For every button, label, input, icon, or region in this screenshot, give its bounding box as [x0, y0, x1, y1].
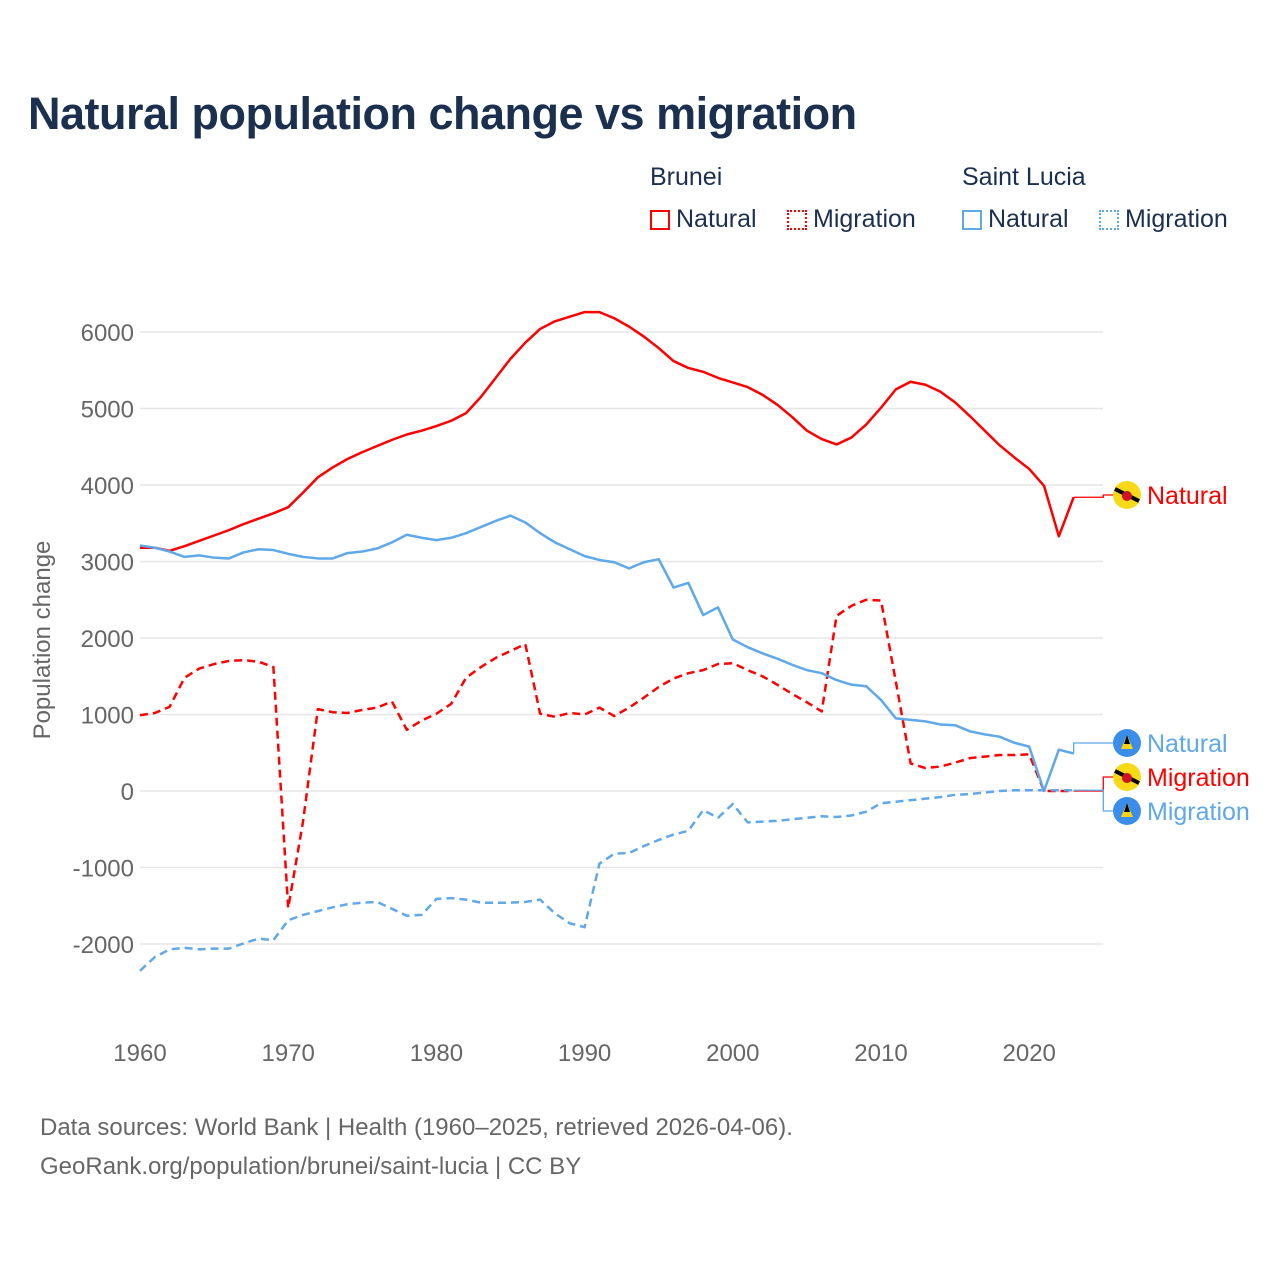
brunei-flag-emblem	[1122, 773, 1132, 783]
label-connector	[1073, 789, 1114, 812]
y-tick-label: -1000	[73, 856, 134, 883]
legend-swatch-solid	[962, 209, 982, 230]
x-tick-label: 2020	[1003, 1040, 1056, 1067]
legend-label: Natural	[988, 205, 1069, 233]
brunei-flag-emblem	[1122, 491, 1132, 501]
x-tick-label: 2000	[706, 1040, 759, 1067]
legend-swatch-solid	[650, 209, 670, 230]
x-tick-label: 1970	[262, 1040, 315, 1067]
y-tick-label: 3000	[81, 550, 134, 577]
y-axis-label: Population change	[29, 541, 56, 740]
legend-brunei-natural[interactable]: Natural	[650, 205, 757, 234]
label-connector	[1073, 742, 1114, 754]
series-line-brunei-migration	[139, 598, 1074, 910]
legend-label: Natural	[676, 205, 757, 233]
legend-label: Migration	[813, 205, 916, 233]
legend-label: Migration	[1125, 205, 1228, 233]
y-tick-label: 6000	[81, 320, 134, 347]
saint-lucia-flag-inner	[1124, 735, 1130, 744]
y-tick-label: 2000	[81, 626, 134, 653]
legend-saint-lucia-natural[interactable]: Natural	[962, 205, 1069, 234]
saint-lucia-flag-inner	[1124, 803, 1130, 812]
end-label-brunei-natural: Natural	[1147, 482, 1228, 510]
y-tick-label: -2000	[73, 932, 134, 959]
x-tick-label: 1980	[410, 1040, 463, 1067]
legend-group-brunei: Brunei	[650, 163, 723, 191]
y-tick-label: 0	[121, 779, 134, 806]
x-tick-label: 2010	[854, 1040, 907, 1067]
end-label-saint-lucia-migration: Migration	[1147, 798, 1250, 826]
source-note: Data sources: World Bank | Health (1960–…	[40, 1114, 793, 1141]
legend-swatch-dotted	[1099, 209, 1119, 230]
x-tick-label: 1990	[558, 1040, 611, 1067]
end-label-saint-lucia-natural: Natural	[1147, 730, 1228, 758]
y-tick-label: 1000	[81, 703, 134, 730]
y-tick-label: 5000	[81, 397, 134, 424]
label-connector	[1073, 494, 1114, 498]
series-line-saint-lucia-migration	[139, 788, 1074, 972]
x-tick-label: 1960	[113, 1040, 166, 1067]
legend-group-saint-lucia: Saint Lucia	[962, 163, 1086, 191]
legend-swatch-dotted	[787, 209, 807, 230]
series-line-saint-lucia-natural	[139, 514, 1074, 793]
legend-saint-lucia-migration[interactable]: Migration	[1099, 205, 1228, 234]
series-line-brunei-natural	[140, 310, 1075, 553]
source-url: GeoRank.org/population/brunei/saint-luci…	[40, 1153, 582, 1180]
chart-title: Natural population change vs migration	[28, 88, 857, 139]
y-tick-label: 4000	[81, 473, 134, 500]
legend-brunei-migration[interactable]: Migration	[787, 205, 916, 234]
footer: Data sources: World Bank | Health (1960–…	[40, 1108, 793, 1186]
label-connector	[1073, 776, 1114, 792]
end-label-brunei-migration: Migration	[1147, 764, 1250, 792]
